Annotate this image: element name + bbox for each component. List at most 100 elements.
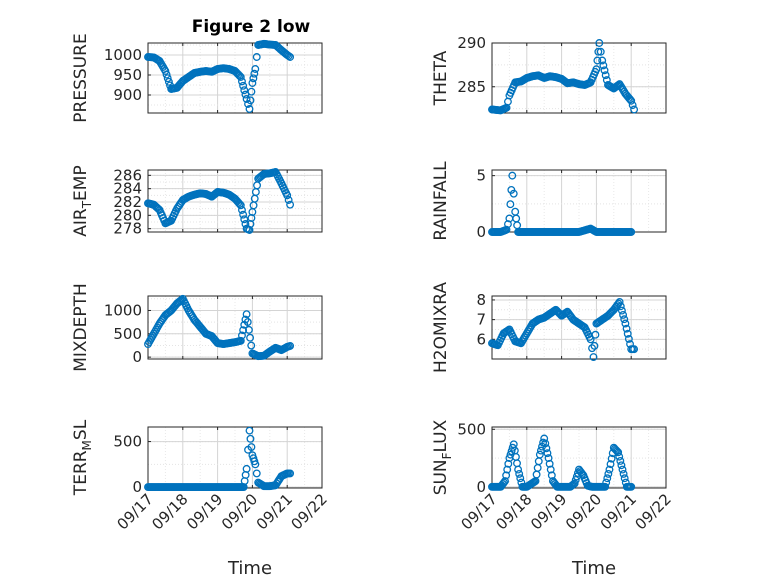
data-point (252, 469, 261, 478)
x-tick-label: 09/19 (527, 490, 570, 533)
data-point (605, 465, 614, 474)
data-point (504, 459, 513, 468)
data-point (620, 474, 629, 483)
data-point (246, 333, 255, 342)
data-point (245, 426, 254, 435)
y-axis-label: MIXDEPTH (71, 283, 91, 372)
data-point (236, 201, 245, 210)
subplot-1: 900 950 1000 PRESSURE (71, 33, 323, 123)
data-point (163, 74, 172, 83)
data-point (619, 310, 628, 319)
data-point (252, 53, 261, 61)
axes-box (147, 42, 323, 114)
data-point (616, 302, 625, 311)
data-point (630, 345, 639, 354)
data-point (242, 464, 251, 473)
data-point (589, 353, 598, 361)
data-point (506, 200, 515, 209)
data-point (512, 214, 521, 223)
data-point (251, 460, 260, 469)
data-point (164, 77, 173, 86)
x-axis-label: Time (227, 558, 272, 579)
data-point (251, 188, 260, 196)
data-point (569, 480, 578, 489)
data-point (595, 39, 604, 47)
x-tick-label: 09/21 (253, 490, 296, 533)
y-tick-label: 8 (476, 291, 486, 309)
y-axis-label: TERRMSL (71, 419, 94, 496)
data-point (543, 449, 552, 458)
y-tick-label: 286 (113, 166, 142, 184)
data-point (247, 443, 256, 451)
x-tick-label: 09/21 (597, 490, 640, 533)
y-tick-label: 280 (113, 206, 142, 224)
axes-box (147, 295, 323, 360)
data-point (248, 79, 257, 87)
data-point (500, 478, 508, 487)
y-tick-label: 1000 (104, 301, 142, 319)
data-point (618, 465, 627, 474)
data-point (247, 341, 256, 350)
data-point (601, 482, 610, 491)
y-tick-label: 500 (113, 433, 142, 451)
data-point (627, 96, 636, 105)
y-axis-label: SUNFLUX (431, 419, 454, 495)
data-point (162, 70, 171, 79)
data-point (578, 469, 587, 478)
data-point (234, 70, 243, 79)
data-point (606, 460, 615, 469)
y-axis-label: RAINFALL (431, 161, 451, 241)
data-point (627, 228, 636, 236)
data-point (596, 47, 605, 56)
data-point (607, 454, 616, 463)
data-point (598, 56, 607, 65)
x-tick-label: 09/18 (492, 490, 535, 533)
data-point (593, 56, 602, 65)
data-point (239, 81, 248, 90)
data-point (514, 465, 523, 474)
data-point (513, 459, 521, 468)
data-point (617, 461, 626, 470)
y-tick-label: 284 (113, 180, 142, 198)
subplot-6: 67 8 H2OMIXRA (431, 282, 667, 373)
axes-box (491, 295, 667, 360)
data-point (238, 206, 246, 214)
data-point (251, 65, 260, 73)
data-point (246, 434, 255, 443)
y-tick-label: 282 (113, 193, 142, 211)
data-point (508, 171, 517, 180)
data-point (622, 324, 631, 333)
data-point (239, 326, 248, 335)
data-point (501, 477, 509, 486)
data-point (286, 341, 295, 350)
axes-box (491, 426, 667, 489)
subplot-5: 0 500 1000 MIXDEPTH (71, 283, 323, 372)
data-point (249, 74, 258, 83)
data-point (507, 447, 516, 456)
data-point (236, 336, 245, 345)
data-point (244, 325, 253, 334)
data-point (592, 65, 601, 74)
y-tick-label: 5 (476, 167, 486, 185)
data-point (284, 52, 293, 60)
data-point (547, 471, 556, 480)
data-point (621, 319, 630, 328)
data-point (286, 200, 295, 209)
x-tick-label: 09/19 (183, 490, 226, 533)
data-point (240, 215, 249, 224)
data-point (619, 469, 628, 478)
y-tick-label: 0 (132, 478, 142, 496)
data-point (533, 463, 542, 472)
data-point (617, 306, 626, 315)
data-point (161, 67, 170, 75)
data-point (586, 335, 595, 344)
data-point (509, 189, 518, 198)
y-tick-label: 500 (457, 420, 486, 438)
y-axis-label: H2OMIXRA (431, 282, 451, 373)
data-point (532, 470, 541, 479)
data-point (612, 446, 620, 454)
